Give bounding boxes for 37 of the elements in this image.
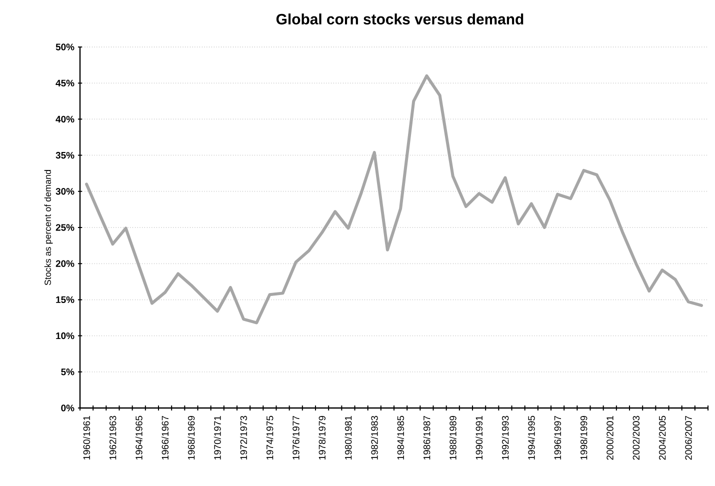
y-tick-label: 5% — [61, 368, 74, 376]
y-tick-label: 20% — [56, 260, 74, 267]
y-axis-title: Stocks as percent of demand — [44, 170, 53, 286]
y-tick-label: 30% — [56, 188, 74, 195]
x-tick-label: 1962/1963 — [109, 416, 116, 460]
y-tick-label: 45% — [56, 80, 74, 86]
y-tick-label: 0% — [61, 404, 74, 412]
x-tick-label: 1994/1995 — [528, 416, 535, 460]
y-tick-label: 10% — [56, 332, 74, 340]
y-tick-label: 15% — [56, 296, 74, 304]
x-tick-label: 1978/1979 — [318, 416, 326, 460]
x-tick-label: 1990/1991 — [476, 416, 483, 460]
x-tick-label: 1964/1965 — [135, 416, 142, 460]
x-tick-label: 1984/1985 — [397, 416, 404, 460]
x-tick-label: 1968/1969 — [188, 416, 195, 460]
x-tick-label: 1980/1981 — [344, 416, 352, 460]
x-tick-label: 1960/1961 — [83, 416, 90, 460]
x-tick-label: 1988/1989 — [449, 416, 456, 460]
x-tick-label: 1974/1975 — [266, 416, 274, 460]
x-tick-label: 2006/2007 — [684, 416, 692, 460]
x-tick-label: 1998/1999 — [580, 416, 588, 460]
x-tick-label: 1992/1993 — [502, 416, 509, 460]
x-tick-label: 2004/2005 — [658, 416, 666, 460]
x-tick-label: 1982/1983 — [370, 416, 378, 460]
x-tick-label: 1996/1997 — [554, 416, 562, 460]
y-tick-label: 25% — [56, 224, 74, 231]
y-tick-label: 35% — [56, 152, 74, 159]
x-tick-label: 1966/1967 — [162, 416, 169, 460]
x-tick-label: 2000/2001 — [606, 416, 614, 460]
chart-title: Global corn stocks versus demand — [276, 14, 524, 24]
x-tick-label: 1976/1977 — [292, 416, 300, 460]
x-tick-label: 2002/2003 — [632, 416, 640, 460]
y-tick-label: 40% — [56, 116, 74, 123]
y-tick-label: 50% — [56, 44, 74, 50]
x-tick-label: 1986/1987 — [423, 416, 430, 460]
x-tick-label: 1970/1971 — [214, 416, 221, 460]
x-tick-label: 1972/1973 — [240, 416, 248, 460]
